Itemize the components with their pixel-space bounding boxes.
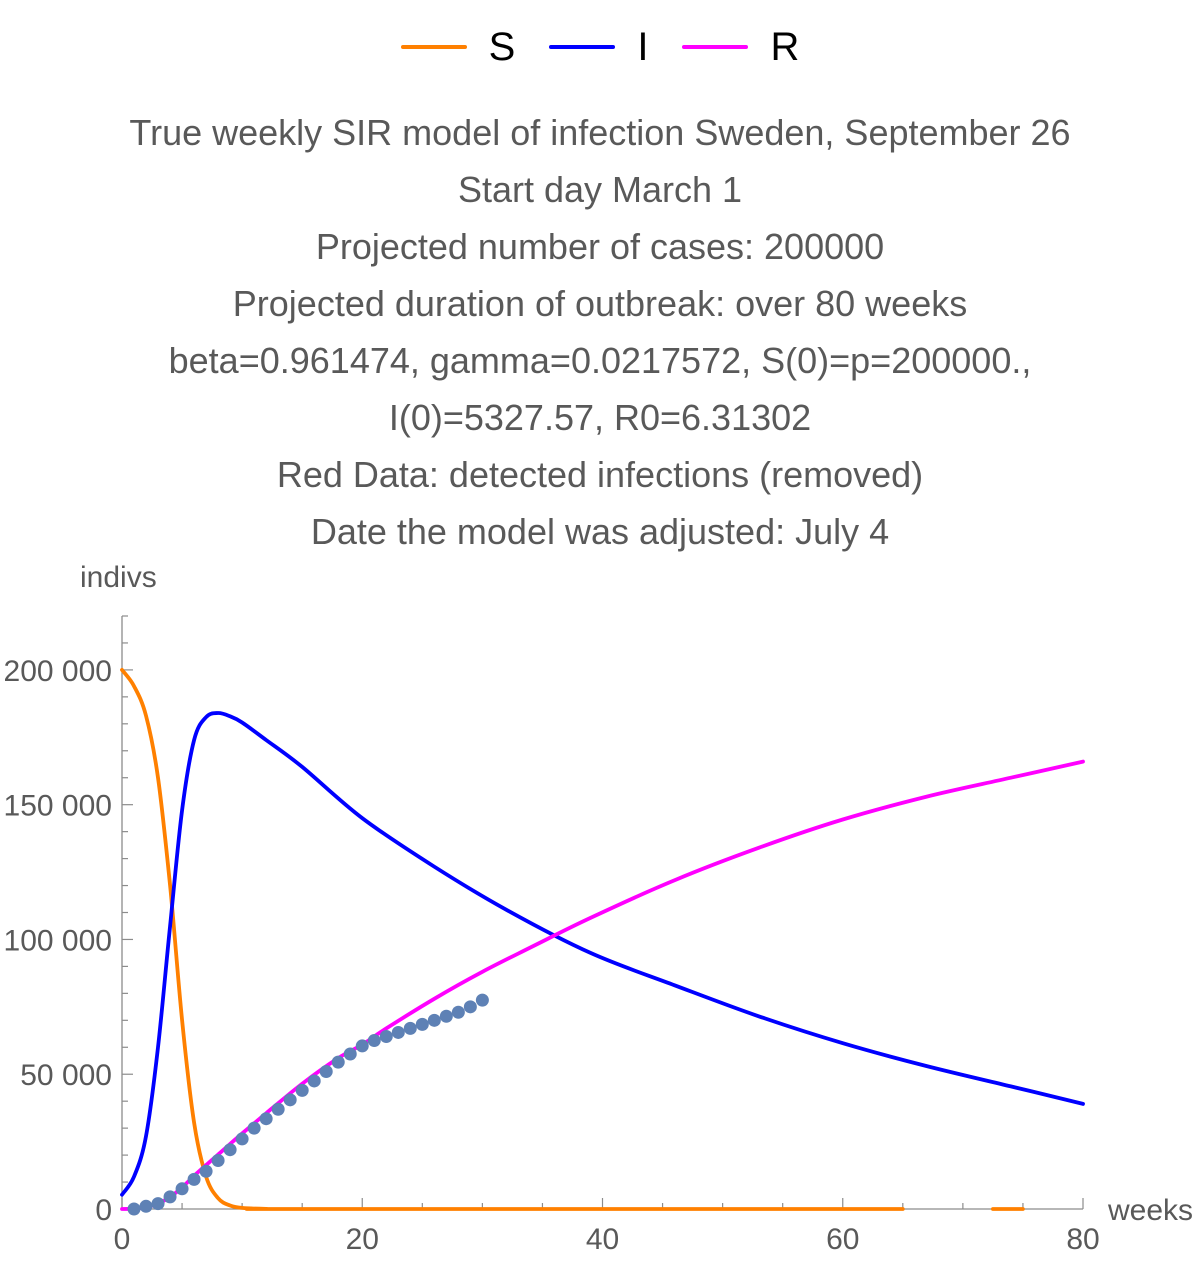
data-point-red-data — [199, 1164, 213, 1178]
y-tick-label: 0 — [95, 1194, 112, 1227]
title-line-5: beta=0.961474, gamma=0.0217572, S(0)=p=2… — [168, 340, 1032, 381]
data-point-red-data — [235, 1132, 249, 1146]
chart-legend: S I R — [0, 20, 1200, 74]
series-line-r — [120, 759, 1085, 1211]
data-point-red-data — [451, 1005, 465, 1019]
data-point-red-data — [271, 1102, 285, 1116]
data-point-red-data — [379, 1029, 393, 1043]
x-tick-label: 0 — [114, 1223, 131, 1256]
legend-label-r: R — [770, 24, 800, 69]
data-point-red-data — [475, 993, 489, 1007]
legend-item-r: R — [682, 25, 799, 70]
data-point-red-data — [355, 1039, 369, 1053]
y-tick-label: 50 000 — [20, 1059, 112, 1092]
data-point-red-data — [295, 1083, 309, 1097]
title-line-4: Projected duration of outbreak: over 80 … — [232, 283, 968, 324]
data-point-red-data — [439, 1009, 453, 1023]
data-point-red-data — [427, 1013, 441, 1027]
data-point-red-data — [391, 1025, 405, 1039]
chart-markers — [127, 993, 489, 1216]
title-line-7: Red Data: detected infections (removed) — [276, 454, 924, 495]
data-point-red-data — [283, 1093, 297, 1107]
title-line-1: True weekly SIR model of infection Swede… — [129, 112, 1071, 153]
series-line-i — [120, 711, 1085, 1197]
x-tick-label: 40 — [586, 1223, 619, 1256]
chart-series — [120, 668, 1085, 1211]
series-line-s — [120, 668, 905, 1211]
data-point-red-data — [415, 1017, 429, 1031]
data-point-red-data — [127, 1202, 141, 1216]
x-tick-label: 20 — [346, 1223, 379, 1256]
x-axis-label: weeks — [1107, 1194, 1193, 1227]
data-point-red-data — [331, 1055, 345, 1069]
data-point-red-data — [175, 1182, 189, 1196]
data-point-red-data — [463, 1000, 477, 1014]
title-line-6: I(0)=5327.57, R0=6.31302 — [388, 397, 812, 438]
y-tick-label: 200 000 — [4, 655, 112, 688]
legend-swatch-i — [549, 45, 616, 49]
data-point-red-data — [403, 1021, 417, 1035]
data-point-red-data — [247, 1121, 261, 1135]
legend-swatch-s — [400, 45, 467, 49]
data-point-red-data — [367, 1034, 381, 1048]
x-tick-label: 60 — [826, 1223, 859, 1256]
legend-label-i: I — [637, 24, 649, 69]
data-point-red-data — [139, 1199, 153, 1213]
y-axis-label: indivs — [80, 561, 157, 594]
data-point-red-data — [223, 1143, 237, 1157]
data-point-red-data — [259, 1112, 273, 1126]
data-point-red-data — [151, 1197, 165, 1211]
data-point-red-data — [163, 1190, 177, 1204]
data-point-red-data — [307, 1074, 321, 1088]
legend-item-i: I — [549, 25, 648, 70]
x-tick-label: 80 — [1066, 1223, 1099, 1256]
data-point-red-data — [187, 1172, 201, 1186]
data-point-red-data — [319, 1065, 333, 1079]
legend-label-s: S — [488, 24, 516, 69]
data-point-red-data — [343, 1047, 357, 1061]
title-line-8: Date the model was adjusted: July 4 — [310, 511, 890, 552]
data-point-red-data — [211, 1153, 225, 1167]
title-line-2: Start day March 1 — [457, 169, 743, 210]
legend-item-s: S — [400, 24, 516, 70]
chart-axes: 0 20 40 60 80 0 50 000 100 000 150 000 200 000 — [4, 615, 1100, 1256]
y-tick-label: 150 000 — [4, 790, 112, 823]
chart-title-block: True weekly SIR model of infection Swede… — [0, 104, 1200, 560]
y-tick-label: 100 000 — [4, 924, 112, 957]
legend-swatch-r — [682, 45, 749, 49]
title-line-3: Projected number of cases: 200000 — [315, 226, 885, 267]
